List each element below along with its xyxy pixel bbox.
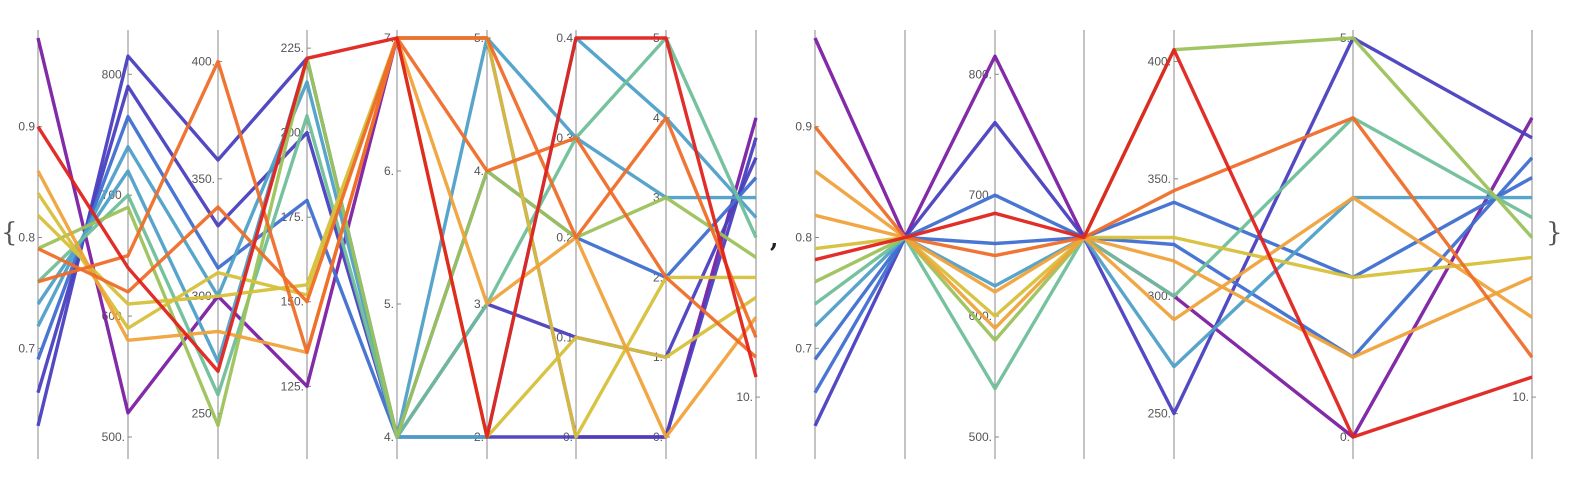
tick-label: 10. <box>1512 390 1529 404</box>
tick-label: 500. <box>969 430 992 444</box>
tick-label: 0.9 <box>18 120 35 134</box>
tick-label: 3. <box>653 191 663 205</box>
tick-label: 250. <box>192 407 215 421</box>
list-separator: , <box>770 224 779 253</box>
tick-label: 0.9 <box>795 120 812 134</box>
tick-label: 0.7 <box>795 341 812 355</box>
tick-label: 175. <box>281 210 304 224</box>
tick-label: 0.4 <box>556 31 573 45</box>
parallel-coordinates-chart-2: 0.70.80.9500.600.700.800.250.300.350.400… <box>795 30 1536 459</box>
tick-label: 2. <box>653 270 663 284</box>
tick-label: 3. <box>474 297 484 311</box>
close-brace: } <box>1546 218 1563 248</box>
tick-label: 400. <box>192 54 215 68</box>
tick-label: 0.7 <box>18 341 35 355</box>
tick-label: 125. <box>281 379 304 393</box>
tick-label: 1. <box>653 350 663 364</box>
tick-label: 4. <box>653 111 663 125</box>
tick-label: 350. <box>192 172 215 186</box>
data-line <box>36 36 758 439</box>
tick-label: 0. <box>1340 430 1350 444</box>
tick-label: 7. <box>384 31 394 45</box>
open-brace: { <box>1 218 18 248</box>
tick-label: 0.8 <box>18 231 35 245</box>
data-line <box>814 48 1533 439</box>
tick-label: 4. <box>384 430 394 444</box>
parallel-coordinates-chart-1: 0.70.80.9500.600.700.800.250.300.350.400… <box>18 30 760 459</box>
tick-label: 350. <box>1148 172 1171 186</box>
tick-label: 0.8 <box>795 231 812 245</box>
tick-label: 800. <box>102 67 125 81</box>
tick-label: 6. <box>384 164 394 178</box>
tick-label: 10. <box>736 390 753 404</box>
data-line <box>37 56 757 439</box>
tick-label: 4. <box>474 164 484 178</box>
tick-label: 5. <box>384 297 394 311</box>
tick-label: 500. <box>102 430 125 444</box>
tick-label: 225. <box>281 41 304 55</box>
tick-label: 250. <box>1148 407 1171 421</box>
